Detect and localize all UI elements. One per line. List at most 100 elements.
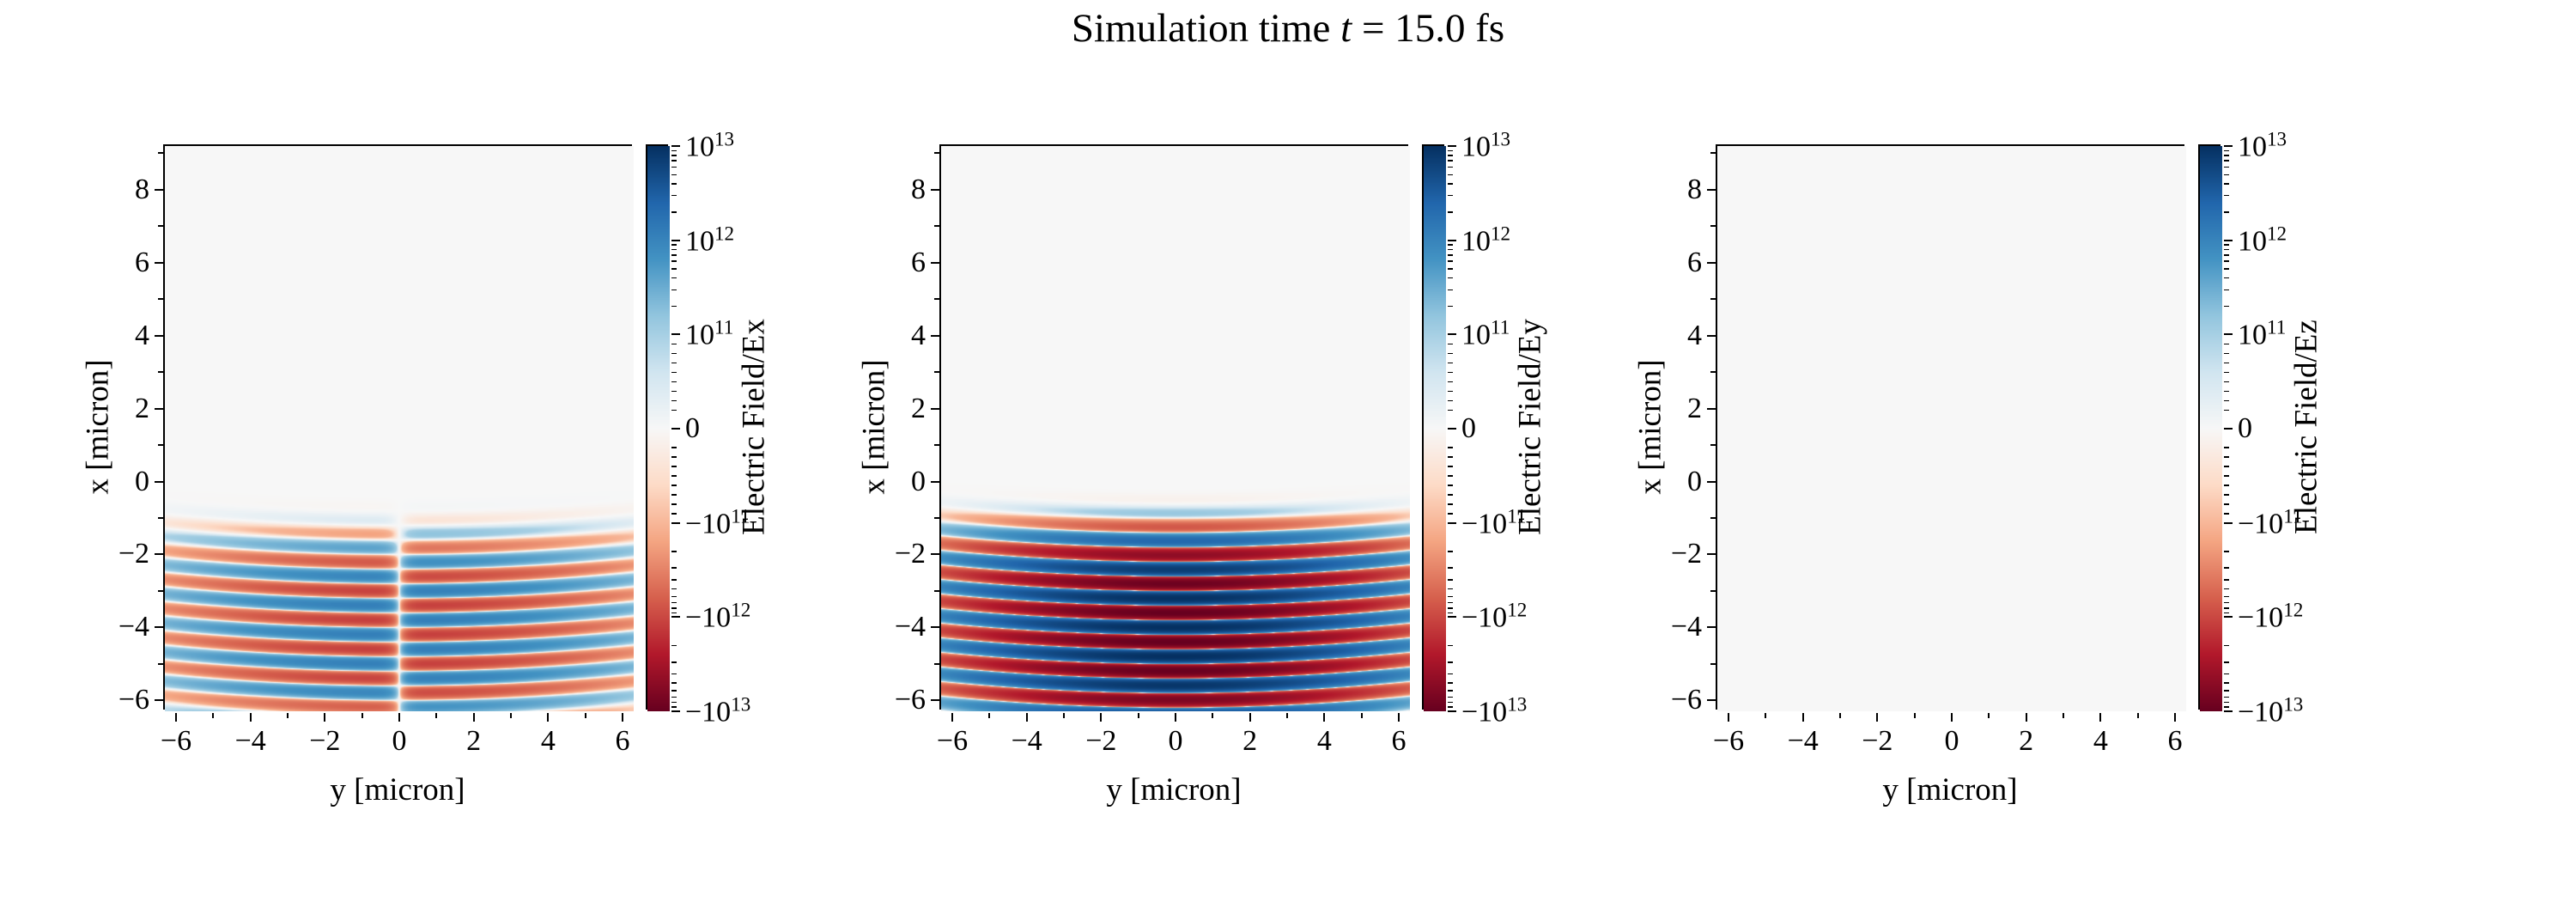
- colorbar-canvas: [2200, 146, 2222, 711]
- x-major-tick: [2025, 713, 2027, 722]
- colorbar-major-tick: [1448, 333, 1456, 336]
- colorbar-minor-tick: [671, 551, 677, 552]
- colorbar-minor-tick: [671, 268, 677, 270]
- y-tick-label: 4: [135, 319, 149, 351]
- x-tick-label: 6: [615, 725, 630, 757]
- colorbar-minor-tick: [1448, 305, 1453, 308]
- x-major-tick: [249, 713, 252, 722]
- colorbar-tick-label: 1011: [2238, 316, 2287, 351]
- y-minor-tick: [1710, 662, 1716, 665]
- colorbar-major-tick: [2224, 239, 2233, 241]
- figure-title-suffix: = 15.0 fs: [1352, 6, 1505, 51]
- x-major-tick: [1100, 713, 1103, 722]
- colorbar-minor-tick: [2224, 612, 2229, 614]
- x-major-tick: [175, 713, 177, 722]
- plot-area: −6 −4 −2 0 2 4 6 −6 −4 −2 0 2 4 6 8: [1671, 144, 2186, 756]
- x-minor-tick: [510, 713, 512, 718]
- x-minor-tick: [1137, 713, 1139, 718]
- x-minor-tick: [584, 713, 586, 718]
- colorbar-major-tick: [1448, 239, 1456, 241]
- colorbar-major-tick: [671, 710, 680, 712]
- colorbar-minor-tick: [671, 371, 677, 374]
- colorbar-minor-tick: [1448, 607, 1453, 609]
- y-tick-label: −2: [1670, 538, 1702, 570]
- colorbar-minor-tick: [1448, 579, 1453, 581]
- colorbar-minor-tick: [1448, 289, 1453, 290]
- y-tick-label: −6: [894, 684, 926, 716]
- y-minor-tick: [934, 225, 939, 228]
- x-minor-tick: [1360, 713, 1363, 718]
- colorbar-tick-label: 1012: [685, 222, 735, 258]
- colorbar-minor-tick: [2224, 399, 2229, 402]
- x-minor-tick: [2063, 713, 2064, 718]
- colorbar-minor-tick: [1448, 166, 1453, 168]
- colorbar-minor-tick: [2224, 166, 2229, 168]
- y-minor-tick: [934, 444, 939, 447]
- y-major-tick: [1707, 553, 1716, 556]
- colorbar-minor-tick: [2224, 409, 2229, 411]
- figure-title-math-symbol: t: [1340, 6, 1352, 51]
- colorbar-minor-tick: [671, 211, 677, 213]
- colorbar-minor-tick: [1448, 690, 1453, 692]
- y-major-tick: [931, 626, 939, 629]
- colorbar-major-tick: [2224, 428, 2233, 430]
- colorbar-minor-tick: [2224, 260, 2229, 262]
- y-minor-tick: [934, 517, 939, 519]
- colorbar-minor-tick: [1448, 260, 1453, 262]
- colorbar-minor-tick: [671, 494, 677, 496]
- colorbar-minor-tick: [1448, 409, 1453, 411]
- y-tick-label: 8: [911, 173, 926, 205]
- colorbar-minor-tick: [2224, 706, 2229, 708]
- colorbar-minor-tick: [671, 248, 677, 251]
- x-axis-label: y [micron]: [330, 772, 465, 808]
- y-minor-tick: [1710, 444, 1716, 447]
- colorbar-minor-tick: [1448, 399, 1453, 402]
- colorbar-minor-tick: [671, 661, 677, 663]
- colorbar-minor-tick: [671, 595, 677, 597]
- colorbar-minor-tick: [1448, 381, 1453, 383]
- colorbar-minor-tick: [2224, 254, 2229, 256]
- y-minor-tick: [1710, 517, 1716, 519]
- colorbar-major-tick: [671, 145, 680, 147]
- y-minor-tick: [1710, 371, 1716, 374]
- colorbar-minor-tick: [1448, 343, 1453, 345]
- colorbar-minor-tick: [1448, 244, 1453, 246]
- colorbar-minor-tick: [1448, 371, 1453, 374]
- y-axis-label: x [micron]: [856, 359, 892, 495]
- colorbar-minor-tick: [2224, 352, 2229, 355]
- y-tick-label: 2: [135, 392, 149, 424]
- colorbar-tick-label: −1013: [1461, 693, 1528, 728]
- colorbar-minor-tick: [671, 513, 677, 515]
- y-major-tick: [1707, 334, 1716, 337]
- y-major-tick: [931, 261, 939, 264]
- colorbar-minor-tick: [1448, 174, 1453, 175]
- y-major-tick: [1707, 626, 1716, 629]
- colorbar-tick-label: −1012: [685, 599, 751, 634]
- x-minor-tick: [2136, 713, 2139, 718]
- y-tick-label: 0: [911, 465, 926, 497]
- colorbar-minor-tick: [1448, 661, 1453, 663]
- colorbar-minor-tick: [1448, 211, 1453, 213]
- x-tick-label: 2: [1242, 725, 1258, 757]
- y-major-tick: [931, 699, 939, 702]
- colorbar-minor-tick: [2224, 447, 2229, 448]
- colorbar-minor-tick: [2224, 289, 2229, 290]
- figure-title-prefix: Simulation time: [1071, 6, 1341, 51]
- x-tick-label: 4: [1316, 725, 1332, 757]
- y-tick-label: 2: [1687, 392, 1702, 424]
- colorbar-minor-tick: [2224, 503, 2229, 505]
- y-tick-label: −4: [118, 611, 149, 643]
- colorbar-minor-tick: [2224, 485, 2229, 486]
- colorbar-minor-tick: [2224, 244, 2229, 246]
- colorbar-minor-tick: [671, 607, 677, 609]
- colorbar-minor-tick: [1448, 390, 1453, 393]
- y-tick-label: 2: [911, 392, 926, 424]
- x-minor-tick: [1063, 713, 1065, 718]
- colorbar-minor-tick: [1448, 682, 1453, 684]
- colorbar-tick-label: −1012: [2238, 599, 2304, 634]
- y-major-tick: [1707, 480, 1716, 483]
- colorbar-major-tick: [2224, 616, 2233, 619]
- colorbar-minor-tick: [671, 343, 677, 345]
- y-minor-tick: [158, 152, 163, 155]
- colorbar-minor-tick: [1448, 503, 1453, 505]
